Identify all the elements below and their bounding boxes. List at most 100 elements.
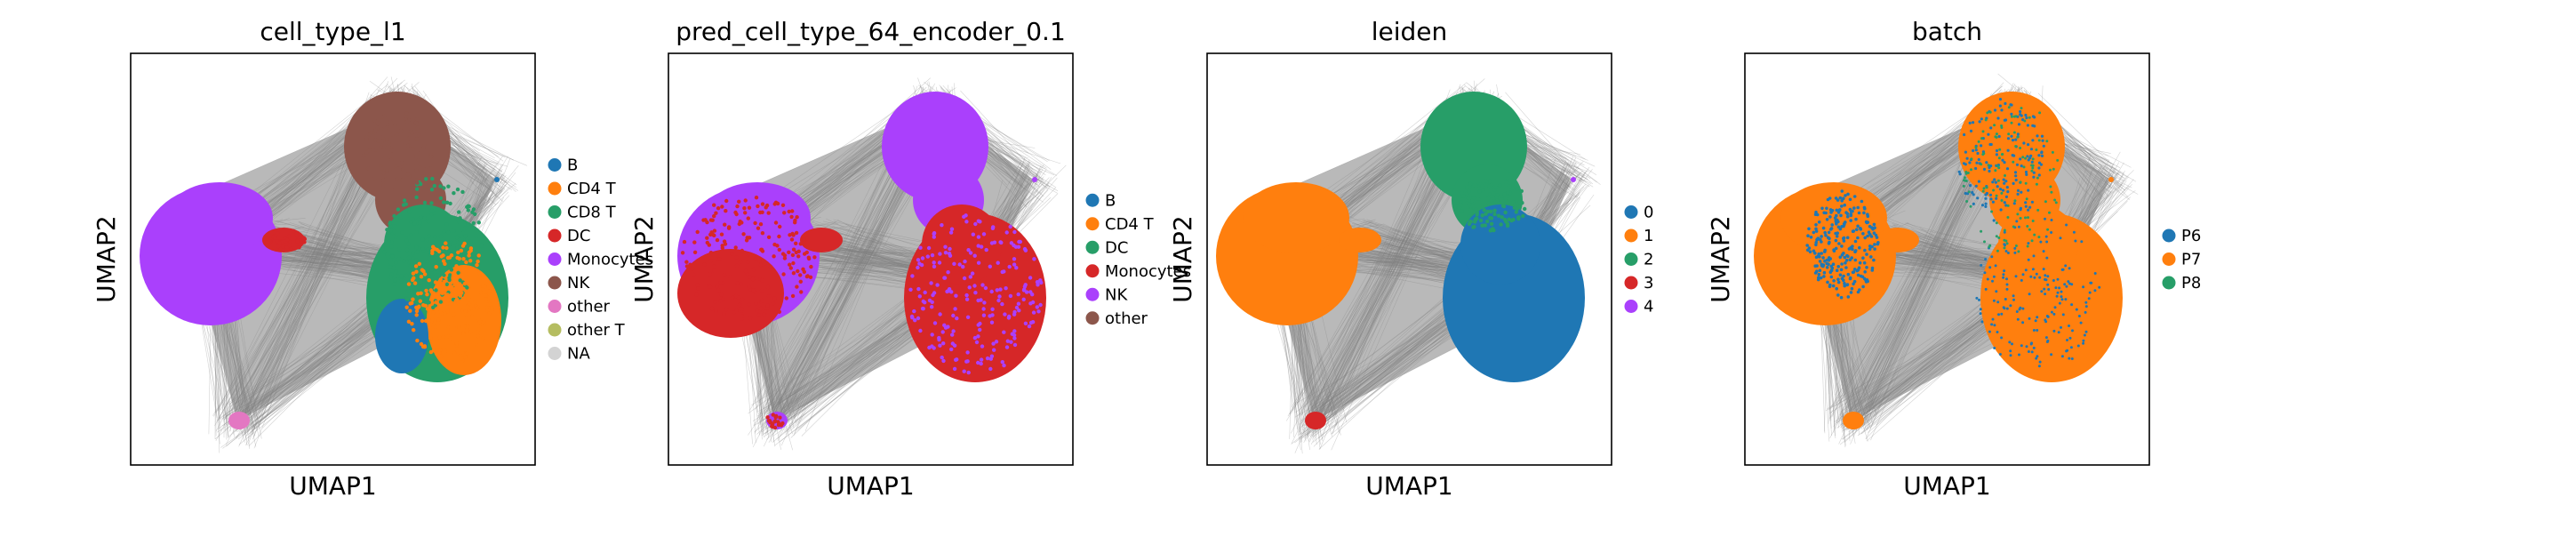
points-p8: [1978, 140, 1980, 143]
points-p6: [2036, 355, 2038, 357]
points-2: [1516, 187, 1519, 190]
points-p6: [1854, 259, 1858, 262]
points-cd4: [444, 246, 448, 250]
points-p6: [2025, 171, 2028, 173]
points-nk: [980, 344, 984, 348]
points-cd4: [414, 264, 418, 268]
points-nk: [981, 307, 985, 310]
points-p6: [1840, 244, 1844, 248]
points-nk: [942, 276, 946, 279]
points-2: [1484, 179, 1488, 182]
points-mono: [737, 200, 740, 204]
points-p6: [1860, 228, 1863, 231]
points-p6: [1869, 255, 1873, 259]
points-p6: [2068, 267, 2071, 269]
points-p6: [2017, 193, 2020, 196]
points-mono: [754, 257, 757, 260]
points-cd8: [462, 228, 466, 231]
points-p6: [2031, 161, 2034, 164]
cluster-bottom: [1843, 412, 1864, 429]
points-p8: [2015, 115, 2018, 117]
points-nk: [1003, 312, 1006, 316]
points-p6: [2019, 110, 2021, 113]
points-p6: [1978, 299, 1980, 301]
points-mono: [747, 302, 750, 306]
points-p6: [1844, 211, 1848, 214]
points-mono: [761, 202, 764, 205]
legend-label: other: [567, 298, 611, 317]
points-dc: [292, 229, 295, 233]
points-cd4: [407, 320, 411, 324]
points-p6: [1986, 192, 1988, 195]
points-cd4: [455, 298, 459, 301]
points-p6: [1815, 269, 1819, 273]
points-p6: [1850, 212, 1853, 216]
points-p6: [2045, 241, 2048, 244]
points-nk: [418, 151, 421, 155]
points-p6: [2022, 141, 2025, 144]
points-mono: [769, 265, 772, 268]
points-2: [1504, 180, 1508, 184]
points-nk: [921, 307, 924, 310]
points-mono: [724, 308, 728, 311]
points-cd4: [487, 290, 491, 293]
points-mono: [773, 419, 777, 422]
points-p6: [2039, 361, 2042, 364]
points-p6: [2030, 148, 2033, 150]
points-p6: [2064, 298, 2067, 301]
points-p6: [1836, 265, 1840, 268]
points-p6: [1876, 243, 1880, 246]
points-p6: [2040, 290, 2043, 293]
points-nk: [938, 312, 941, 316]
points-p6: [2084, 301, 2087, 304]
points-p8: [2012, 226, 2015, 228]
points-mono: [691, 267, 694, 270]
points-cd4: [460, 360, 463, 364]
points-mono: [807, 256, 811, 260]
points-p6: [2045, 257, 2048, 260]
points-p6: [1829, 228, 1833, 231]
points-cd4: [489, 299, 492, 302]
points-p6: [1830, 269, 1834, 273]
points-cd4: [486, 302, 490, 306]
points-p6: [1843, 204, 1846, 207]
points-p8: [1990, 211, 1993, 213]
points-2: [1468, 203, 1471, 206]
points-cd8: [421, 247, 425, 251]
points-cd4: [455, 347, 459, 350]
points-cd8: [406, 289, 410, 293]
points-p6: [2006, 308, 2009, 310]
x-axis-label: UMAP1: [1903, 471, 1991, 501]
points-cd8: [414, 196, 418, 199]
plot-area: [677, 78, 1066, 451]
points-p6: [2061, 298, 2064, 301]
points-cd8: [406, 242, 410, 245]
points-cd4: [451, 292, 454, 295]
points-p6: [1833, 249, 1836, 252]
points-2: [1467, 189, 1470, 193]
points-nk: [1009, 225, 1012, 228]
points-cd4: [424, 289, 428, 293]
points-mono: [773, 426, 777, 429]
points-cd4: [450, 253, 453, 257]
points-2: [1492, 188, 1496, 191]
points-dc: [289, 247, 292, 251]
points-mono: [794, 242, 797, 245]
points-2: [1471, 225, 1475, 228]
points-cd4: [415, 339, 419, 342]
points-p6: [2065, 349, 2068, 352]
points-cd8: [427, 234, 430, 237]
points-cd4: [449, 336, 452, 340]
points-p6: [2031, 201, 2034, 204]
points-p6: [1819, 268, 1822, 272]
points-p6: [1981, 204, 1984, 206]
points-mono: [791, 253, 795, 257]
points-p8: [2032, 220, 2035, 222]
legend-label: DC: [1105, 238, 1128, 257]
points-p6: [2043, 268, 2045, 270]
points-nk: [993, 241, 996, 244]
points-p6: [1993, 347, 1996, 349]
points-p6: [1995, 197, 1997, 200]
points-p6: [2015, 179, 2018, 181]
points-p6: [2007, 252, 2010, 254]
